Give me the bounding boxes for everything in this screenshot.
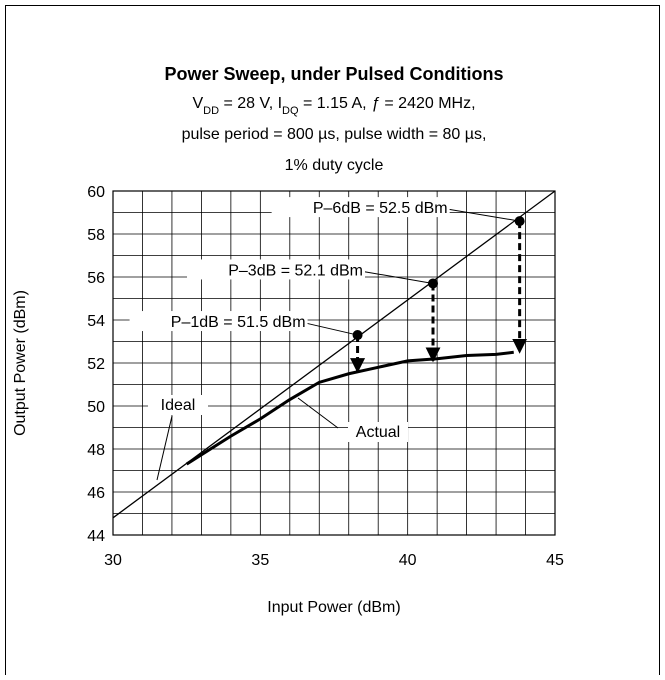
- leader-line: [447, 208, 520, 222]
- x-tick-label: 40: [399, 552, 417, 569]
- subtitle-part: = 28 V, I: [219, 95, 282, 112]
- annotation-label: P–1dB = 51.5 dBm: [171, 314, 306, 331]
- y-tick-label: 54: [87, 313, 105, 330]
- leader-line: [297, 397, 339, 429]
- leader-line: [362, 270, 434, 284]
- y-tick-label: 58: [87, 227, 105, 244]
- subtitle-part: ƒ: [371, 95, 380, 112]
- leader-line: [305, 322, 358, 336]
- subtitle: pulse period = 800 µs, pulse width = 80 …: [182, 126, 487, 143]
- y-tick-label: 52: [87, 356, 105, 373]
- x-tick-label: 30: [104, 552, 122, 569]
- subtitle-part: DD: [203, 105, 219, 117]
- frame: [5, 5, 660, 675]
- x-tick-label: 45: [546, 552, 564, 569]
- series-label: Actual: [356, 424, 400, 441]
- series-line: [185, 350, 514, 466]
- y-tick-label: 44: [87, 528, 105, 545]
- x-tick-label: 35: [251, 552, 269, 569]
- label-bg: [148, 395, 208, 415]
- subtitle-part: = 2420 MHz,: [380, 95, 476, 112]
- label-bg: [187, 259, 366, 280]
- y-axis-label: Output Power (dBm): [12, 290, 29, 436]
- annotation-label: P–6dB = 52.5 dBm: [313, 200, 448, 217]
- annotation-label: P–3dB = 52.1 dBm: [228, 262, 363, 279]
- x-axis-label: Input Power (dBm): [267, 599, 400, 616]
- subtitle-part: V: [192, 95, 203, 112]
- y-tick-label: 56: [87, 270, 105, 287]
- subtitle: 1% duty cycle: [285, 157, 384, 174]
- leader-line: [156, 415, 173, 481]
- point: [514, 216, 525, 227]
- subtitle: VDD = 28 V, IDQ = 1.15 A, ƒ = 2420 MHz,: [192, 95, 475, 117]
- label-bg: [271, 197, 450, 218]
- y-tick-label: 60: [87, 184, 105, 201]
- chart-title: Power Sweep, under Pulsed Conditions: [164, 64, 503, 84]
- label-bg: [129, 311, 308, 332]
- point: [352, 330, 363, 341]
- plot-border: [112, 190, 556, 536]
- subtitle-part: = 1.15 A,: [299, 95, 372, 112]
- label-bg: [348, 422, 408, 442]
- subtitle-part: DQ: [282, 105, 299, 117]
- y-tick-label: 48: [87, 442, 105, 459]
- y-tick-label: 46: [87, 485, 105, 502]
- y-tick-label: 50: [87, 399, 105, 416]
- point: [428, 278, 439, 289]
- series-label: Ideal: [161, 397, 196, 414]
